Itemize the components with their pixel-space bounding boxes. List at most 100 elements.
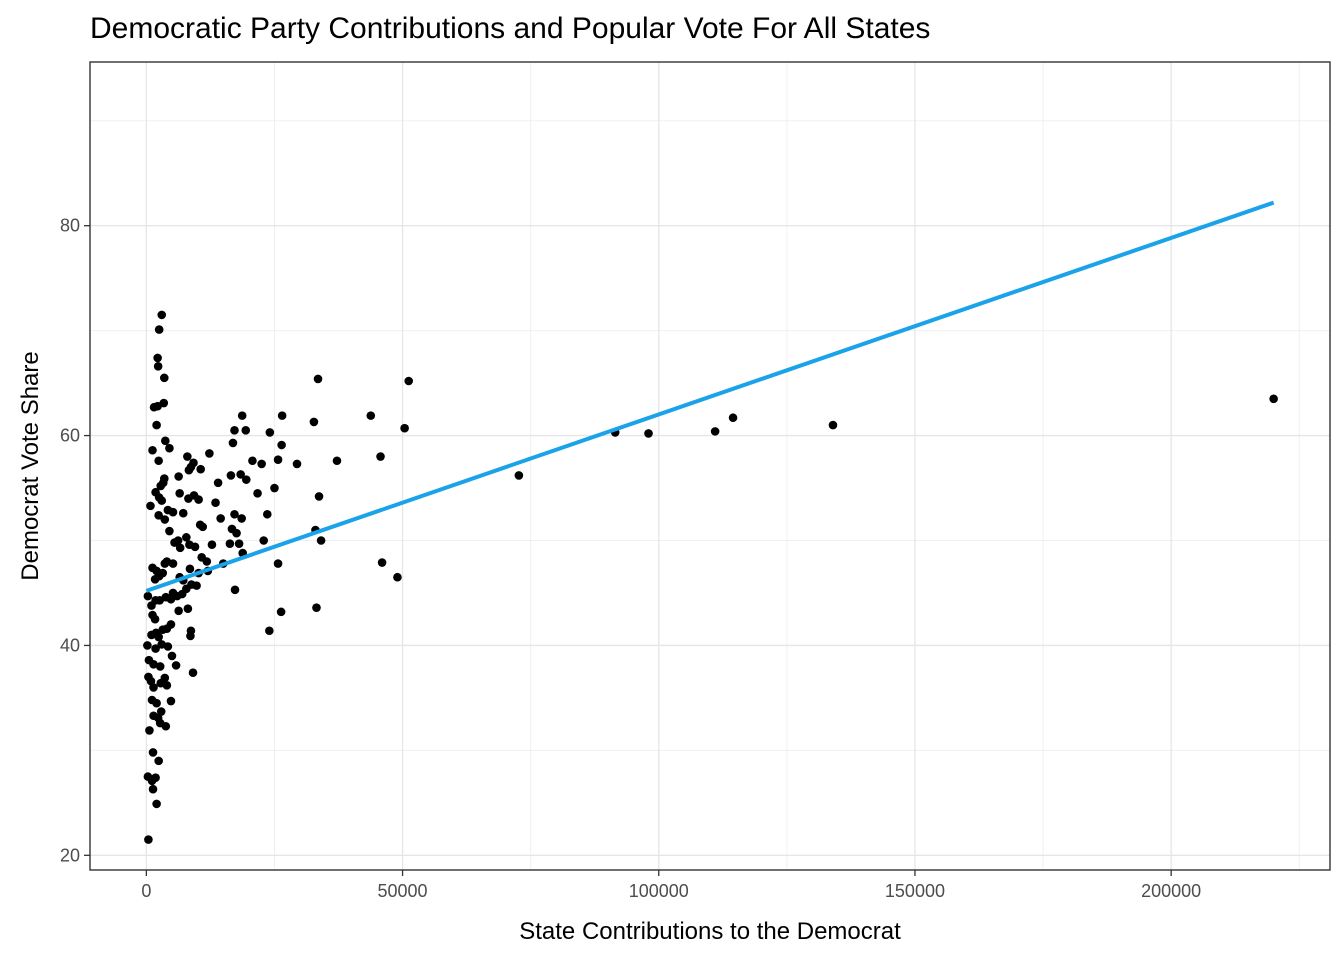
data-point (151, 773, 160, 782)
x-tick-label: 150000 (885, 881, 945, 901)
data-point (259, 536, 269, 545)
data-point (194, 495, 203, 504)
data-point (167, 651, 177, 661)
data-point (144, 655, 154, 665)
data-point (175, 488, 184, 498)
data-point (148, 748, 158, 757)
data-point (190, 542, 200, 552)
data-point (230, 585, 240, 595)
data-point (393, 572, 402, 582)
data-point (165, 526, 174, 536)
data-point (213, 478, 223, 488)
data-point (162, 681, 172, 690)
data-point (316, 536, 326, 545)
y-tick-label: 40 (60, 635, 80, 655)
major-gridlines (90, 62, 1330, 870)
data-point (230, 509, 239, 519)
data-point (644, 429, 653, 438)
data-point (376, 452, 385, 461)
data-point (144, 835, 153, 844)
data-point (265, 428, 275, 437)
data-point (158, 478, 168, 488)
data-point (166, 696, 176, 706)
data-point (205, 449, 214, 458)
y-tick-label: 60 (60, 426, 80, 446)
data-point (159, 373, 169, 383)
data-point (152, 420, 161, 430)
data-point (377, 558, 387, 567)
data-point (225, 539, 235, 548)
y-tick-label: 80 (60, 216, 80, 236)
data-point (160, 673, 170, 683)
data-point (195, 520, 205, 530)
data-point (165, 443, 174, 453)
data-point (366, 411, 376, 420)
y-axis-title: Democrat Vote Share (17, 351, 44, 580)
data-point (253, 488, 262, 498)
x-tick-label: 200000 (1141, 881, 1201, 901)
data-point (152, 698, 161, 708)
data-point (404, 376, 414, 386)
data-point (273, 455, 283, 465)
data-point (332, 456, 342, 466)
data-point (152, 799, 161, 809)
chart-title: Democratic Party Contributions and Popul… (90, 12, 931, 45)
data-point (313, 374, 323, 384)
data-point (148, 784, 158, 794)
x-axis-title: State Contributions to the Democrat (519, 918, 901, 945)
data-point (257, 459, 266, 469)
data-point (185, 564, 195, 574)
data-point (292, 459, 302, 469)
data-point (143, 591, 153, 601)
data-point (146, 501, 155, 511)
data-point (160, 515, 170, 524)
data-point (314, 492, 324, 501)
data-point (309, 417, 319, 427)
data-point (230, 426, 239, 435)
data-point (157, 310, 167, 320)
data-point (262, 509, 272, 519)
x-tick-label: 0 (141, 881, 151, 901)
data-point (270, 483, 279, 493)
data-point (159, 398, 169, 408)
data-point (184, 465, 194, 475)
data-point (273, 559, 283, 568)
data-point (157, 496, 167, 505)
data-point (168, 507, 178, 517)
data-point (236, 470, 245, 479)
data-point (514, 471, 524, 480)
data-point (154, 511, 163, 520)
data-point (216, 514, 225, 523)
data-points (143, 310, 1278, 844)
data-point (154, 456, 163, 466)
data-point (145, 726, 154, 735)
data-point (186, 631, 195, 641)
x-tick-label: 50000 (378, 881, 428, 901)
data-point (158, 625, 168, 634)
data-point (170, 538, 179, 547)
data-point (188, 668, 198, 678)
data-point (228, 438, 238, 448)
data-point (150, 614, 160, 624)
data-point (154, 756, 163, 766)
data-point (154, 571, 164, 581)
data-point (182, 533, 191, 542)
data-point (207, 540, 217, 550)
data-point (196, 464, 205, 474)
data-point (241, 475, 251, 484)
data-point (147, 630, 156, 640)
data-point (400, 423, 409, 433)
y-axis-ticks: 20 40 60 80 (60, 216, 90, 865)
x-axis-ticks: 0 50000 100000 150000 200000 (141, 870, 1201, 901)
data-point (277, 411, 287, 420)
data-point (178, 508, 188, 518)
data-point (161, 721, 171, 731)
data-point (189, 458, 198, 468)
data-point (234, 539, 244, 548)
data-point (312, 603, 321, 612)
data-point (154, 325, 164, 334)
data-point (710, 427, 720, 436)
data-point (147, 601, 156, 610)
data-point (232, 528, 241, 538)
